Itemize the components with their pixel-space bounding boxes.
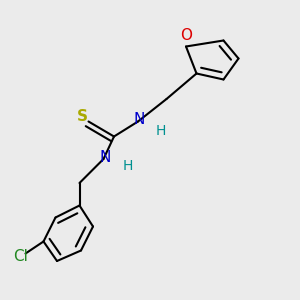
Text: N: N [134, 112, 145, 128]
Text: H: H [122, 160, 133, 173]
Text: Cl: Cl [14, 249, 28, 264]
Text: N: N [99, 150, 111, 165]
Text: S: S [77, 109, 88, 124]
Text: H: H [155, 124, 166, 137]
Text: O: O [180, 28, 192, 44]
